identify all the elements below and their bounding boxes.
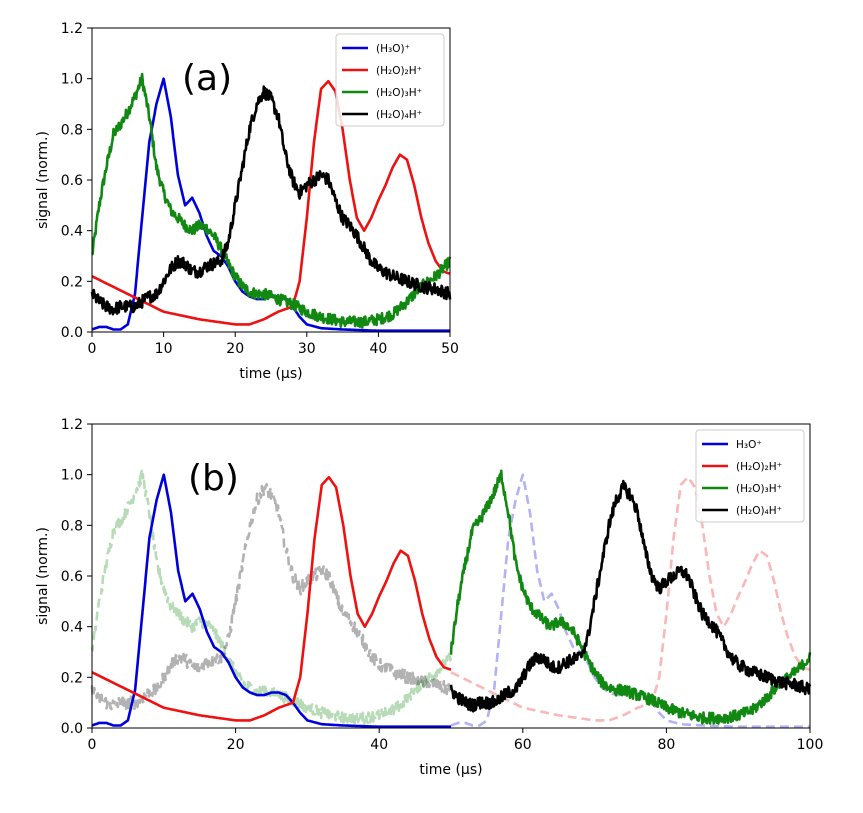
x-ticks-b: 0 20 40 60 80 100 [88, 728, 824, 753]
legend-box-a [335, 33, 445, 127]
x-ticks-a: 0 10 20 30 40 50 [88, 332, 459, 357]
legend-b: H₃O⁺ (H₂O)₂H⁺ (H₂O)₃H⁺ (H₂O)₄H⁺ [695, 429, 805, 523]
legend-label-3: (H₂O)₄H⁺ [736, 505, 782, 517]
x-tick-label: 20 [226, 341, 244, 357]
series-layer-b [90, 469, 812, 729]
x-tick-label: 20 [227, 737, 245, 753]
y-tick-label: 0.8 [61, 122, 83, 138]
legend-label-3: (H₂O)₄H⁺ [376, 109, 422, 121]
y-axis-label-b: signal (norm.) [35, 527, 51, 625]
y-tick-label: 0.4 [61, 224, 83, 240]
x-tick-label: 30 [298, 341, 316, 357]
x-tick-label: 0 [88, 737, 97, 753]
y-tick-label: 0.4 [61, 620, 83, 636]
y-tick-label: 1.2 [61, 417, 83, 433]
y-tick-label: 0.2 [61, 670, 83, 686]
series-line-2 [449, 469, 812, 725]
y-tick-label: 0.6 [61, 569, 83, 585]
ghost-series-line-3 [450, 475, 811, 722]
y-ticks-b: 0.0 0.2 0.4 0.6 0.8 1.0 1.2 [61, 417, 92, 737]
legend-a: (H₃O)⁺ (H₂O)₂H⁺ (H₂O)₃H⁺ (H₂O)₄H⁺ [335, 33, 445, 127]
legend-label-0: H₃O⁺ [736, 439, 762, 451]
series-line-3 [90, 85, 452, 316]
x-tick-label: 40 [369, 341, 387, 357]
y-tick-label: 1.2 [61, 21, 83, 37]
series-line-2 [91, 72, 452, 329]
ghost-series-line-1 [90, 483, 453, 711]
x-tick-label: 40 [370, 737, 388, 753]
series-layer-a [90, 72, 452, 333]
x-tick-label: 60 [514, 737, 532, 753]
x-tick-label: 50 [441, 341, 459, 357]
x-tick-label: 10 [155, 341, 173, 357]
y-tick-label: 0.8 [61, 518, 83, 534]
y-tick-label: 1.0 [61, 72, 83, 88]
panel-label-a: (a) [182, 58, 232, 99]
legend-items-b: H₃O⁺ (H₂O)₂H⁺ (H₂O)₃H⁺ (H₂O)₄H⁺ [702, 439, 782, 517]
legend-label-0: (H₃O)⁺ [376, 43, 410, 55]
y-axis-label-a: signal (norm.) [35, 131, 51, 229]
legend-label-2: (H₂O)₃H⁺ [736, 483, 782, 495]
legend-label-1: (H₂O)₂H⁺ [376, 65, 422, 77]
panel-label-b: (b) [188, 458, 239, 499]
y-tick-label: 0.0 [61, 325, 83, 341]
ghost-series-line-0 [90, 469, 453, 725]
series-line-1 [91, 475, 452, 722]
x-tick-label: 100 [797, 737, 824, 753]
x-axis-label-a: time (μs) [239, 366, 302, 382]
y-ticks-a: 0.0 0.2 0.4 0.6 0.8 1.0 1.2 [61, 21, 92, 341]
y-tick-label: 1.0 [61, 468, 83, 484]
chart-panel-a: 0 10 20 30 40 50 0.0 0.2 0.4 0.6 0.8 1.0 1.2 (a) ti… [35, 21, 459, 382]
legend-box-b [695, 429, 805, 523]
y-tick-label: 0.6 [61, 173, 83, 189]
series-line-3 [449, 479, 812, 713]
series-line-1 [91, 79, 451, 326]
legend-items-a: (H₃O)⁺ (H₂O)₂H⁺ (H₂O)₃H⁺ (H₂O)₄H⁺ [342, 43, 422, 121]
legend-label-1: (H₂O)₂H⁺ [736, 461, 782, 473]
x-axis-label-b: time (μs) [419, 762, 482, 778]
y-tick-label: 0.2 [61, 274, 83, 290]
y-tick-label: 0.0 [61, 721, 83, 737]
x-tick-label: 80 [657, 737, 675, 753]
chart-panel-b: 0 20 40 60 80 100 0.0 0.2 0.4 0.6 0.8 1.0 1.2 (b) t… [35, 417, 823, 778]
series-line-0 [91, 473, 452, 729]
x-tick-label: 0 [88, 341, 97, 357]
legend-label-2: (H₂O)₃H⁺ [376, 87, 422, 99]
